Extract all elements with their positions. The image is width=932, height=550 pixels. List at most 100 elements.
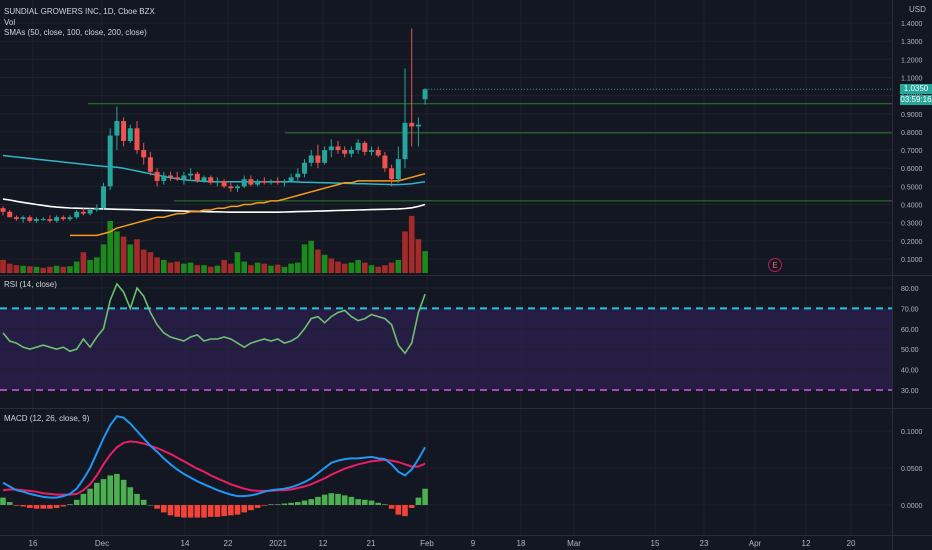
earnings-marker-icon[interactable]: E	[768, 258, 782, 272]
time-tick-label: 22	[224, 539, 233, 548]
symbol-title[interactable]: SUNDIAL GROWERS INC, 1D, Cboe BZX	[4, 7, 155, 16]
price-tick-label: 0.1000	[901, 257, 923, 264]
macd-signal-line	[2, 440, 426, 496]
candle-body	[74, 211, 80, 218]
candle-body	[0, 208, 6, 212]
macd-histogram-bar	[187, 505, 194, 518]
candle-body	[47, 219, 53, 221]
rsi-tick-label: 50.00	[901, 347, 919, 354]
macd-histogram-bar	[295, 502, 301, 505]
macd-histogram-bar	[248, 505, 254, 511]
macd-histogram-bar	[201, 505, 207, 518]
volume-bar	[234, 252, 241, 273]
macd-histogram-bar	[161, 505, 167, 513]
macd-histogram-bar	[80, 493, 87, 505]
candle-body	[40, 219, 46, 221]
volume-bar	[241, 261, 247, 273]
candle-body	[141, 150, 147, 158]
volume-bar	[60, 266, 67, 273]
volume-bar	[362, 262, 368, 273]
volume-bar	[120, 236, 127, 273]
rsi-tick-label: 40.00	[901, 368, 919, 375]
macd-histogram-bar	[355, 499, 361, 505]
volume-bar	[382, 265, 388, 273]
macd-histogram-bar	[241, 505, 247, 513]
macd-line	[2, 415, 426, 499]
candle-body	[402, 122, 408, 160]
volume-bar	[114, 231, 120, 273]
macd-histogram-bar	[6, 502, 13, 505]
candle-body	[315, 155, 321, 163]
price-tick-label: 1.3000	[901, 39, 923, 46]
macd-histogram-bar	[415, 497, 422, 505]
volume-bar	[422, 251, 428, 273]
volume-bar	[80, 252, 87, 273]
macd-histogram-bar	[382, 504, 388, 505]
candle-body	[302, 162, 307, 174]
volume-bar	[47, 266, 53, 273]
volume-legend[interactable]: Vol	[4, 18, 16, 27]
candle-body	[395, 159, 401, 180]
candle-body	[295, 173, 301, 178]
sma-legend[interactable]: SMAs (50, close, 100, close, 200, close)	[4, 28, 147, 37]
macd-histogram-bar	[422, 488, 428, 505]
price-tick-label: 0.5000	[901, 184, 923, 191]
volume-bar	[6, 263, 13, 273]
volume-bar	[181, 263, 187, 273]
rsi-legend[interactable]: RSI (14, close)	[4, 280, 57, 289]
candle-body	[235, 186, 240, 189]
candle-body	[34, 219, 39, 221]
volume-bar	[167, 262, 174, 273]
sma100-line	[2, 154, 426, 186]
volume-bar	[154, 257, 160, 273]
macd-histogram-bar	[288, 502, 294, 505]
macd-histogram-bar	[375, 502, 381, 505]
candle-body	[147, 157, 153, 172]
macd-histogram-bar	[47, 505, 53, 509]
time-tick-label: 2021	[269, 539, 287, 548]
macd-histogram-bar	[335, 493, 341, 505]
volume-bar	[194, 265, 201, 273]
price-tick-label: 0.9000	[901, 112, 923, 119]
macd-histogram-bar	[154, 505, 160, 509]
macd-histogram-bar	[127, 487, 134, 505]
macd-tick-label: 0.1000	[901, 429, 923, 436]
currency-label: USD	[909, 5, 926, 14]
volume-bar	[341, 263, 348, 273]
candle-body	[194, 173, 200, 181]
volume-bar	[328, 258, 335, 273]
volume-bar	[40, 267, 46, 273]
volume-bar	[187, 262, 194, 273]
macd-histogram-bar	[13, 505, 20, 506]
rsi-line	[2, 282, 426, 355]
macd-histogram-bar	[402, 505, 408, 517]
macd-histogram-bar	[368, 500, 375, 505]
candle-body	[134, 128, 140, 151]
volume-bar	[321, 254, 328, 273]
candle-body	[20, 217, 26, 220]
volume-bar	[0, 260, 6, 273]
time-tick-label: 15	[651, 539, 660, 548]
candle-body	[281, 180, 287, 183]
price-tick-label: 0.8000	[901, 130, 923, 137]
macd-histogram-bar	[60, 505, 67, 507]
candle-body	[27, 217, 33, 221]
volume-bar	[13, 265, 20, 273]
price-tick-label: 1.1000	[901, 75, 923, 82]
volume-bar	[140, 249, 147, 273]
rsi-tick-label: 60.00	[901, 327, 919, 334]
candle-body	[335, 146, 341, 151]
macd-legend[interactable]: MACD (12, 26, close, 9)	[4, 414, 90, 423]
macd-histogram-bar	[40, 505, 46, 509]
macd-histogram-bar	[328, 493, 335, 505]
macd-histogram-bar	[261, 505, 268, 506]
volume-bar	[288, 263, 294, 273]
macd-histogram-bar	[341, 495, 348, 505]
candle-body	[188, 173, 194, 176]
sma50-line	[70, 172, 426, 237]
time-tick-label: 12	[802, 539, 811, 548]
volume-bar	[87, 260, 93, 273]
time-tick-label: 14	[181, 539, 190, 548]
volume-bar	[221, 260, 227, 273]
